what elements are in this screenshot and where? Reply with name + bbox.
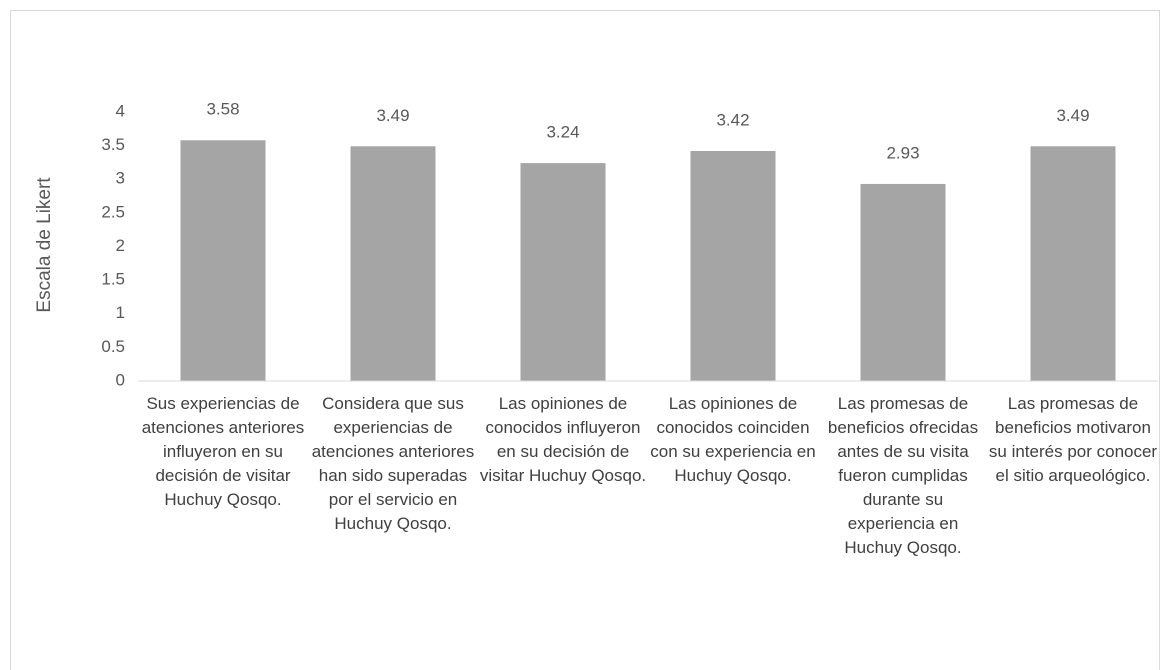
x-tick-label-box: Sus experiencias de atenciones anteriore… bbox=[141, 394, 305, 509]
y-tick-label: 0 bbox=[116, 370, 125, 389]
x-tick-label-box: Las opiniones de conocidos coinciden con… bbox=[650, 394, 816, 485]
bar bbox=[180, 140, 266, 381]
x-tick-label-box: Las promesas de beneficios ofrecidas ant… bbox=[827, 394, 979, 557]
data-label: 3.49 bbox=[376, 106, 409, 125]
x-tick-label: Sus experiencias de atenciones anteriore… bbox=[141, 394, 305, 509]
bar bbox=[520, 163, 606, 381]
data-label: 3.24 bbox=[546, 123, 579, 142]
y-axis-title: Escala de Likert bbox=[34, 177, 55, 313]
bar bbox=[1030, 146, 1116, 381]
y-tick-label: 3.5 bbox=[101, 135, 125, 154]
data-label: 2.93 bbox=[886, 143, 919, 162]
data-label: 3.58 bbox=[206, 100, 239, 119]
y-tick-label: 4 bbox=[116, 101, 125, 120]
x-tick-label: Las opiniones de conocidos influyeron en… bbox=[479, 394, 647, 485]
y-tick-label: 0.5 bbox=[101, 337, 125, 356]
bar bbox=[860, 183, 946, 381]
x-tick-label: Las opiniones de conocidos coinciden con… bbox=[650, 394, 816, 485]
y-tick-label: 1 bbox=[116, 303, 125, 322]
x-tick-label-box: Las promesas de beneficios motivaron su … bbox=[988, 394, 1158, 485]
x-tick-label: Las promesas de beneficios ofrecidas ant… bbox=[827, 394, 979, 557]
bar bbox=[690, 151, 776, 381]
x-tick-label-box: Las opiniones de conocidos influyeron en… bbox=[479, 394, 647, 485]
y-tick-label: 2.5 bbox=[101, 202, 125, 221]
x-tick-label: Las promesas de beneficios motivaron su … bbox=[988, 394, 1158, 485]
data-label: 3.42 bbox=[716, 110, 749, 129]
y-tick-label: 2 bbox=[116, 236, 125, 255]
data-label: 3.49 bbox=[1056, 106, 1089, 125]
x-tick-label-box: Considera que sus experiencias de atenci… bbox=[311, 394, 475, 533]
y-tick-label: 1.5 bbox=[101, 270, 125, 289]
x-tick-label: Considera que sus experiencias de atenci… bbox=[311, 394, 475, 533]
y-tick-label: 3 bbox=[116, 169, 125, 188]
bar bbox=[350, 146, 436, 381]
